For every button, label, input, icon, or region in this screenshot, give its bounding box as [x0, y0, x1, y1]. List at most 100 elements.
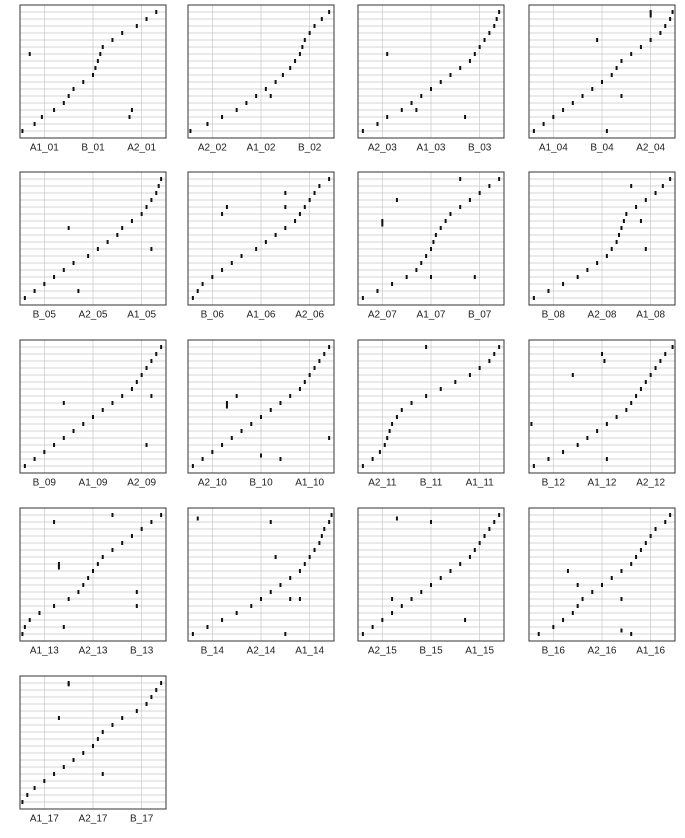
point: [425, 254, 428, 258]
plot-frame: [19, 339, 167, 474]
point: [145, 205, 148, 209]
x-tick-label: A2_10: [198, 478, 227, 489]
point: [145, 443, 148, 447]
point: [308, 198, 311, 202]
point: [644, 541, 647, 545]
point: [605, 254, 608, 258]
point: [591, 87, 594, 91]
point: [449, 73, 452, 77]
point: [43, 779, 46, 783]
point: [601, 80, 603, 84]
point: [644, 380, 647, 384]
point: [610, 247, 613, 251]
x-tick-label: A1_07: [417, 310, 446, 321]
point: [160, 513, 163, 517]
point: [33, 122, 36, 126]
point: [630, 401, 633, 405]
point: [532, 296, 535, 300]
point: [135, 709, 138, 713]
x-tick-label: A2_11: [368, 478, 397, 489]
point: [67, 226, 70, 230]
point: [121, 226, 124, 230]
point: [620, 628, 623, 633]
plot-frame: [19, 675, 167, 810]
point: [328, 10, 331, 14]
x-tick-label: B_05: [33, 310, 57, 321]
point: [439, 226, 442, 230]
x-tick-label: A2_03: [368, 143, 397, 154]
point: [150, 394, 153, 398]
point: [562, 450, 565, 454]
x-tick-label: A2_15: [368, 646, 397, 657]
point: [654, 527, 657, 531]
point: [495, 17, 498, 21]
point: [121, 394, 124, 398]
point: [610, 576, 613, 580]
point: [439, 80, 442, 84]
point: [371, 625, 374, 629]
point: [274, 80, 277, 84]
point: [400, 108, 403, 112]
point: [111, 723, 114, 727]
point: [150, 520, 153, 524]
point: [77, 289, 80, 293]
point: [235, 394, 238, 398]
x-tick-label: A1_16: [636, 646, 665, 657]
x-tick-label: A2_09: [127, 478, 156, 489]
point: [96, 562, 99, 566]
point: [571, 101, 574, 105]
point: [532, 464, 535, 468]
point: [576, 583, 579, 587]
point: [135, 590, 138, 594]
point: [532, 129, 535, 133]
point: [106, 240, 109, 244]
point: [189, 129, 192, 133]
point: [468, 59, 471, 63]
point: [381, 219, 384, 223]
point: [160, 345, 163, 349]
x-tick-label: A2_01: [127, 143, 156, 154]
point: [596, 38, 599, 42]
point: [468, 373, 471, 377]
point: [284, 226, 287, 230]
point: [279, 457, 282, 461]
point: [87, 254, 90, 258]
x-tick-label: A1_01: [30, 143, 59, 154]
point: [38, 611, 41, 615]
point: [639, 219, 642, 223]
point: [381, 222, 384, 227]
point: [57, 565, 60, 570]
point: [493, 24, 496, 28]
point: [313, 191, 316, 195]
point: [308, 373, 311, 377]
point: [196, 289, 199, 293]
point: [671, 345, 674, 349]
point: [669, 513, 672, 517]
point: [430, 275, 432, 279]
point: [82, 751, 85, 755]
plot-frame: [187, 507, 335, 642]
point: [28, 52, 31, 56]
point: [289, 66, 292, 70]
point: [591, 590, 594, 594]
point: [308, 31, 311, 35]
point: [116, 233, 119, 237]
point: [101, 408, 104, 412]
point: [391, 422, 394, 426]
point: [145, 17, 148, 21]
point: [649, 13, 652, 18]
x-tick-label: A1_03: [417, 143, 446, 154]
point: [211, 275, 214, 279]
point: [586, 268, 589, 272]
point: [225, 404, 228, 409]
point: [301, 45, 304, 49]
point: [625, 212, 628, 216]
point: [255, 247, 258, 251]
x-tick-label: B_08: [542, 310, 566, 321]
x-tick-label: A1_04: [539, 143, 568, 154]
point: [649, 38, 652, 42]
point: [571, 611, 574, 615]
point: [130, 387, 133, 391]
point: [605, 422, 608, 426]
x-tick-label: A1_10: [295, 478, 324, 489]
